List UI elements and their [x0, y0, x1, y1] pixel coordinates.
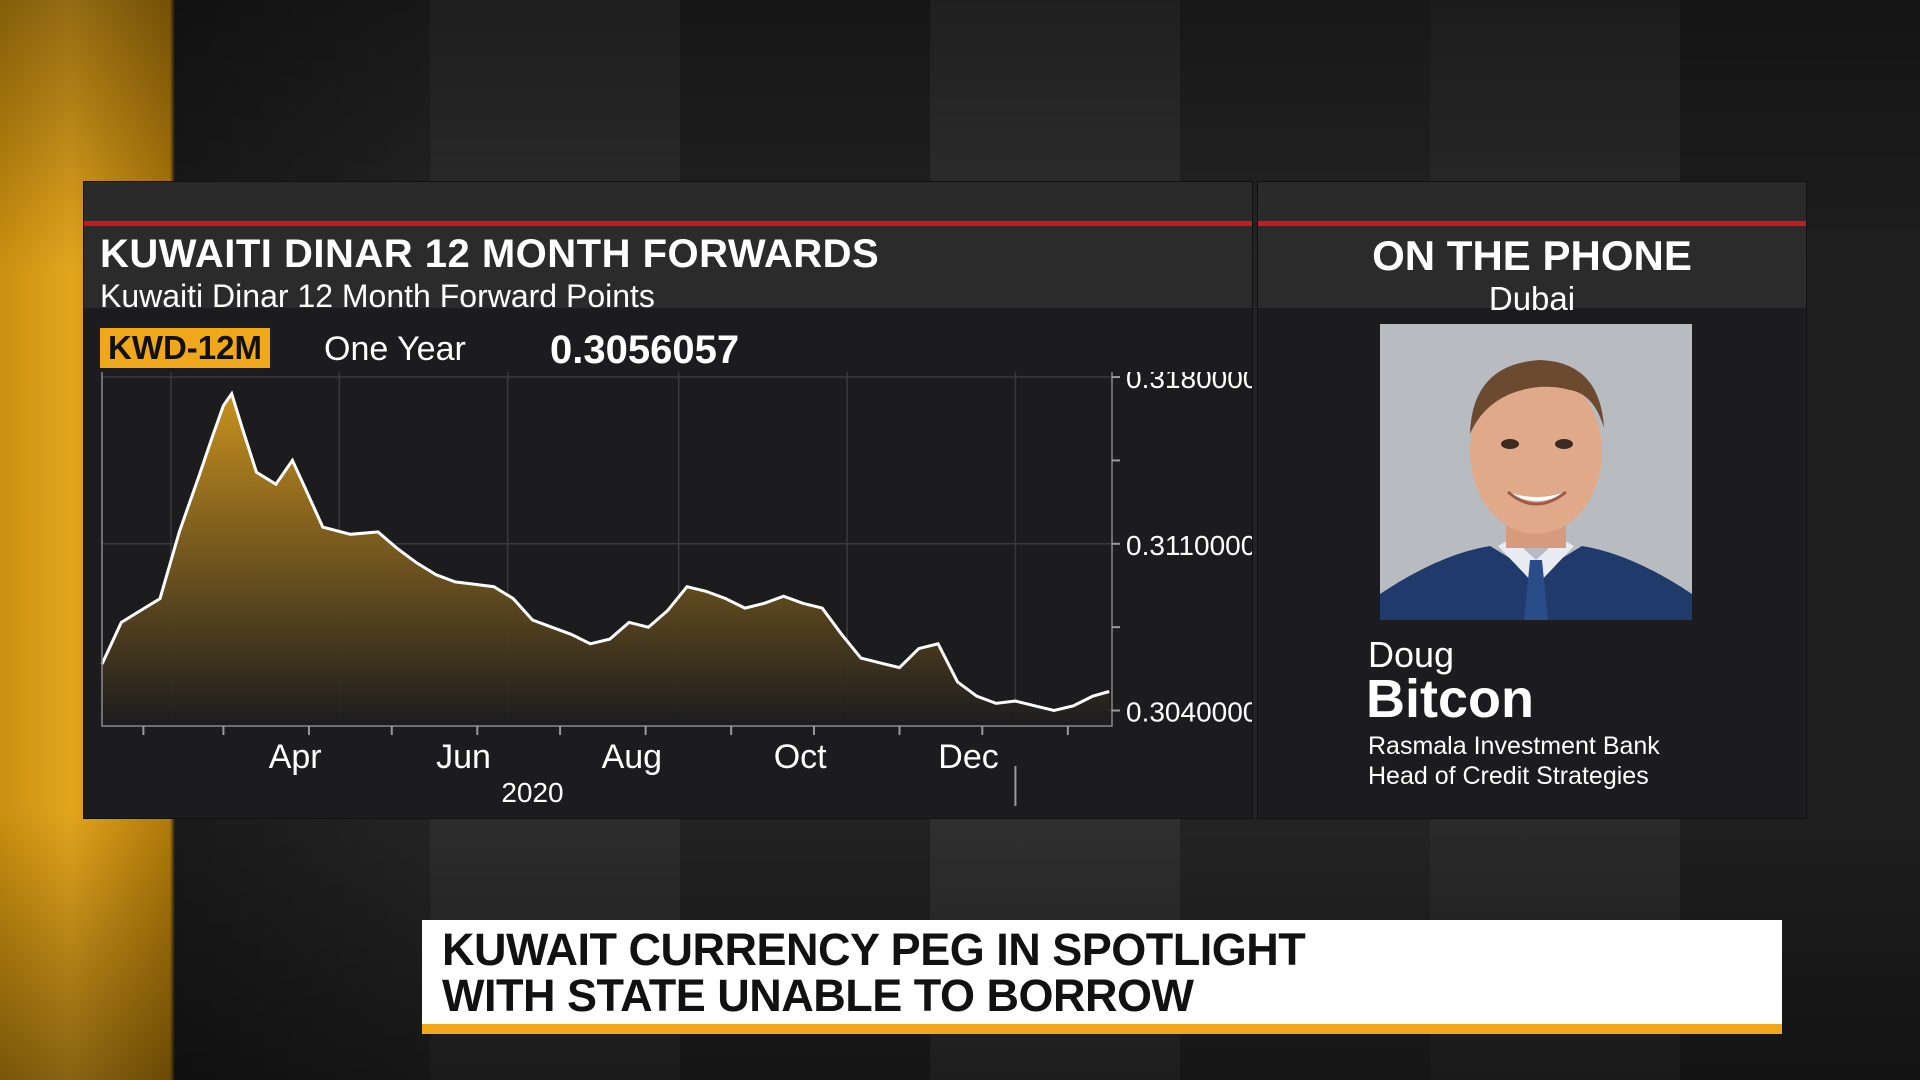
headline-accent-bar — [422, 1024, 1782, 1034]
panel-red-rule — [84, 221, 1252, 226]
chart-title: KUWAITI DINAR 12 MONTH FORWARDS — [100, 232, 880, 276]
period-label: One Year — [324, 330, 466, 368]
x-axis: Apr Jun Aug Oct Dec 2020 — [142, 726, 1069, 808]
guest-company: Rasmala Investment Bank — [1368, 732, 1660, 760]
headline-line-1: KUWAIT CURRENCY PEG IN SPOTLIGHT — [442, 924, 1306, 975]
y-tick-label: 0.3040000 — [1126, 697, 1252, 728]
guest-last-name: Bitcon — [1366, 669, 1534, 729]
x-year-label: 2020 — [501, 777, 563, 808]
x-tick-label: Aug — [602, 738, 663, 776]
chart-subtitle: Kuwaiti Dinar 12 Month Forward Points — [100, 278, 655, 314]
last-value: 0.3056057 — [550, 328, 740, 372]
guest-first-name: Doug — [1368, 634, 1455, 675]
ticker-badge: KWD-12M — [100, 328, 270, 368]
series-line — [100, 390, 1110, 713]
guest-location: Dubai — [1488, 280, 1576, 317]
guest-photo — [1380, 324, 1692, 620]
panel-header — [84, 226, 1252, 308]
guest-role: Head of Credit Strategies — [1368, 762, 1649, 790]
guest-heading: ON THE PHONE — [1372, 232, 1692, 279]
x-tick-label: Apr — [269, 738, 322, 776]
x-tick-label: Oct — [774, 738, 827, 776]
forward-points-chart: 0.3180000 0.3110000 0.3040000 Apr Jun Aug Oct… — [100, 372, 1252, 808]
y-tick-label: 0.3180000 — [1126, 372, 1252, 394]
guest-top-bar — [1258, 182, 1806, 222]
guest-panel: ON THE PHONE Dubai Doug Bitcon Rasmala I… — [1258, 182, 1806, 818]
chart-panel: KUWAITI DINAR 12 MONTH FORWARDS Kuwaiti … — [84, 182, 1252, 818]
plot-frame — [101, 372, 1113, 727]
y-tick-label: 0.3110000 — [1126, 530, 1252, 561]
headline-lower-third: KUWAIT CURRENCY PEG IN SPOTLIGHT WITH ST… — [422, 920, 1782, 1034]
guest-header — [1258, 226, 1806, 308]
panel-top-bar — [84, 182, 1252, 222]
x-tick-label: Jun — [436, 738, 491, 776]
series-area — [102, 393, 1110, 726]
guest-red-rule — [1258, 221, 1806, 226]
headline-line-2: WITH STATE UNABLE TO BORROW — [442, 970, 1194, 1021]
y-axis: 0.3180000 0.3110000 0.3040000 — [1112, 372, 1252, 728]
x-tick-label: Dec — [938, 738, 998, 776]
